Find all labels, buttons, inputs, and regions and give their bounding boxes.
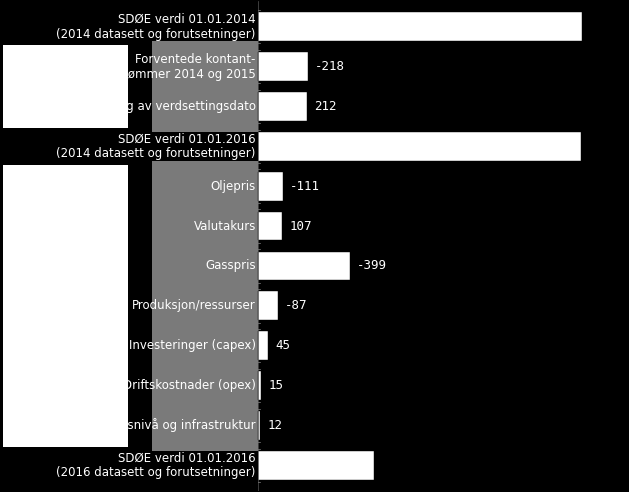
Bar	[258, 212, 282, 241]
Text: Produksjon/ressurser: Produksjon/ressurser	[132, 299, 256, 312]
Bar	[258, 92, 307, 121]
Text: Selskapsnivå og infrastruktur: Selskapsnivå og infrastruktur	[82, 419, 256, 432]
Bar	[258, 451, 374, 480]
Text: Gasspris: Gasspris	[205, 259, 256, 273]
Bar	[3, 45, 128, 128]
Bar	[258, 172, 284, 201]
Text: SDØE verdi 01.01.2014
(2014 datasett og forutsetninger): SDØE verdi 01.01.2014 (2014 datasett og …	[57, 13, 256, 41]
Bar	[3, 404, 128, 447]
Text: 45: 45	[275, 339, 290, 352]
Bar	[258, 331, 268, 360]
Text: Valutakurs: Valutakurs	[194, 219, 256, 233]
Bar	[258, 411, 260, 440]
Bar	[152, 41, 258, 132]
Text: Investeringer (capex): Investeringer (capex)	[129, 339, 256, 352]
Bar	[3, 284, 128, 407]
Bar	[258, 132, 581, 161]
Text: -399: -399	[357, 259, 387, 273]
Text: Driftskostnader (opex): Driftskostnader (opex)	[123, 379, 256, 392]
Text: 212: 212	[314, 100, 337, 113]
Text: 107: 107	[289, 219, 312, 233]
Bar	[152, 161, 258, 451]
Text: SDØE verdi 01.01.2016
(2016 datasett og forutsetninger): SDØE verdi 01.01.2016 (2016 datasett og …	[57, 451, 256, 479]
Text: 15: 15	[268, 379, 283, 392]
Text: SDØE verdi 01.01.2016
(2014 datasett og forutsetninger): SDØE verdi 01.01.2016 (2014 datasett og …	[57, 132, 256, 160]
Bar	[258, 371, 261, 400]
Text: Oljepris: Oljepris	[211, 180, 256, 193]
Bar	[3, 165, 128, 287]
Text: -218: -218	[315, 60, 345, 73]
Text: -87: -87	[285, 299, 308, 312]
Bar	[258, 52, 308, 81]
Bar	[258, 251, 350, 280]
Text: Forventede kontant-
strømmer 2014 og 2015: Forventede kontant- strømmer 2014 og 201…	[112, 53, 256, 81]
Text: 12: 12	[267, 419, 282, 432]
Bar	[258, 12, 582, 41]
Text: Endring av verdsettingsdato: Endring av verdsettingsdato	[88, 100, 256, 113]
Bar	[258, 291, 278, 320]
Text: -111: -111	[291, 180, 320, 193]
